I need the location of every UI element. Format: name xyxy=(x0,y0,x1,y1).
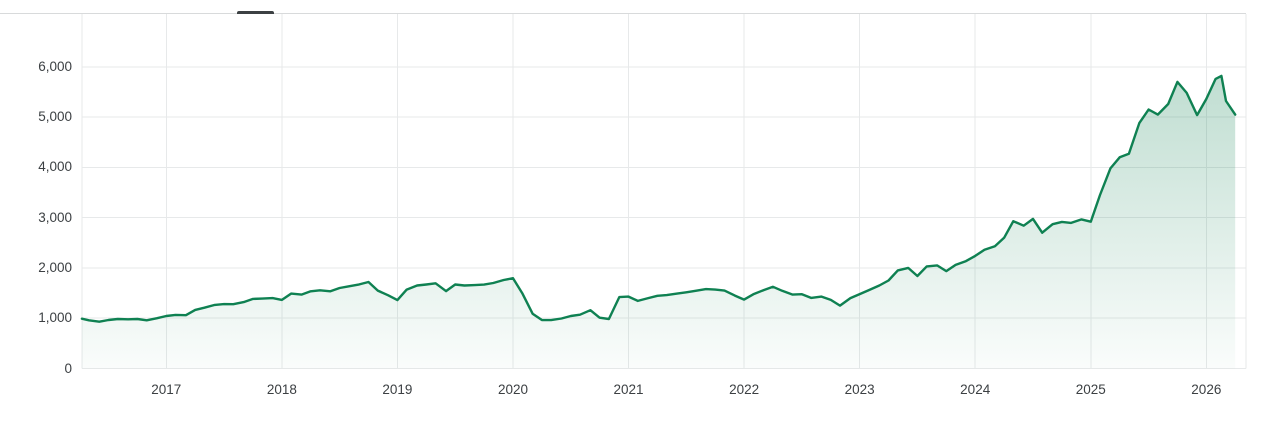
x-axis-label: 2022 xyxy=(729,382,760,397)
price-line xyxy=(80,74,1237,323)
x-axis-label: 2023 xyxy=(844,382,875,397)
y-axis-label: 3,000 xyxy=(38,209,72,225)
x-axis-label: 2021 xyxy=(613,382,644,397)
x-axis-label: 2026 xyxy=(1191,382,1222,397)
x-axis-label: 2018 xyxy=(266,382,297,397)
x-axis-label: 2025 xyxy=(1075,382,1106,397)
active-tab-indicator[interactable] xyxy=(237,11,274,14)
y-axis-label: 1,000 xyxy=(38,310,72,326)
y-axis-label: 6,000 xyxy=(38,58,72,74)
x-axis-label: 2017 xyxy=(151,382,182,397)
x-axis-label: 2020 xyxy=(497,382,528,397)
area-fill xyxy=(81,75,1236,369)
y-axis-label: 2,000 xyxy=(38,259,72,275)
y-axis-label: 4,000 xyxy=(38,159,72,175)
x-axis-label: 2024 xyxy=(960,382,991,397)
y-axis-label: 0 xyxy=(64,360,72,376)
y-axis-label: 5,000 xyxy=(38,109,72,125)
tabs-divider xyxy=(0,13,1247,14)
x-axis-label: 2019 xyxy=(382,382,413,397)
